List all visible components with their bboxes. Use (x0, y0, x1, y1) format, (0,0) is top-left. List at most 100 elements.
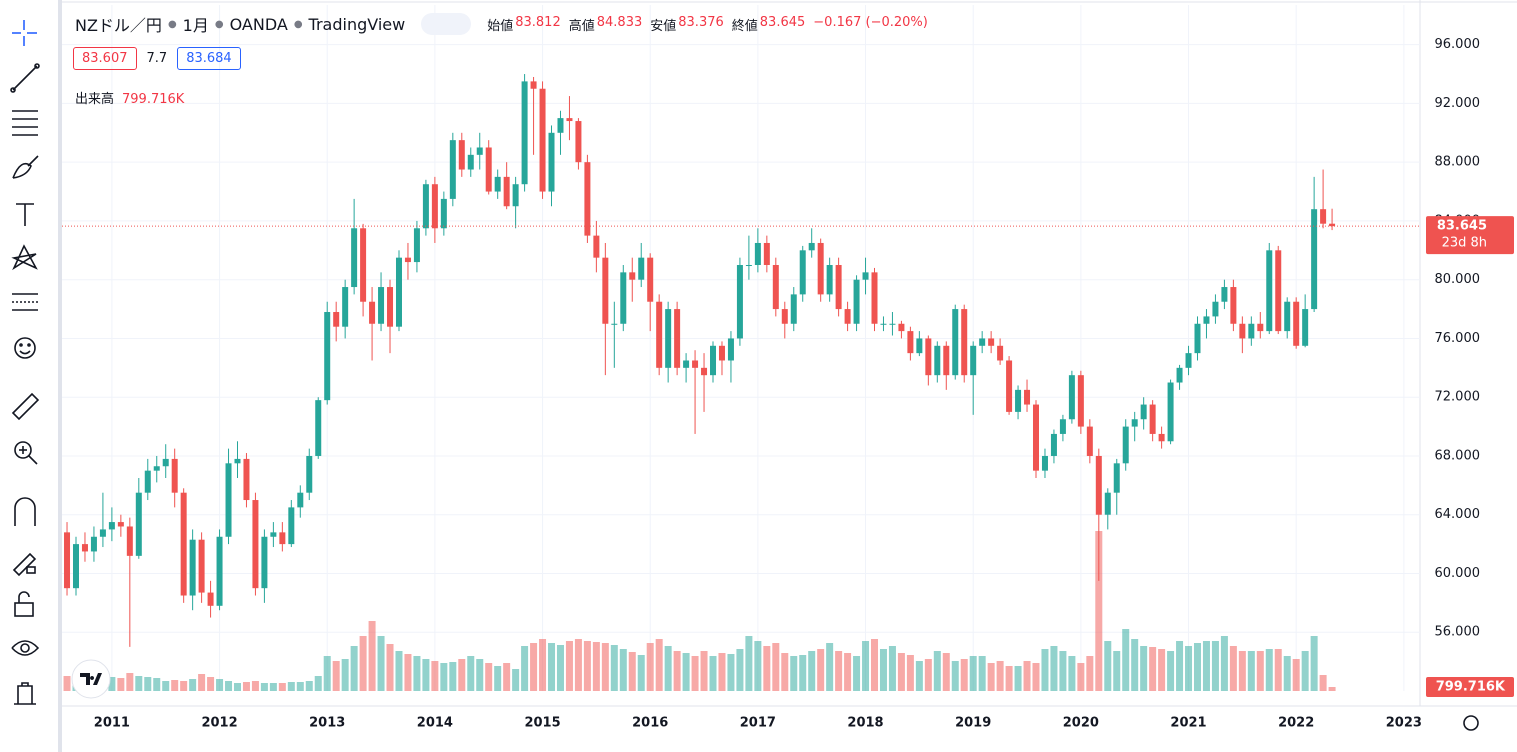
x-tick-label: 2011 (94, 716, 130, 731)
volume-bar (817, 649, 825, 691)
candle-body (413, 228, 420, 263)
candle-body (144, 470, 151, 493)
candle-body (692, 360, 699, 368)
candle-body (602, 257, 609, 324)
candle-body (674, 309, 681, 368)
volume-bar (1032, 663, 1040, 691)
volume-bar (700, 651, 708, 691)
candle-body (799, 250, 806, 295)
volume-bar (1140, 646, 1148, 691)
candle-body (431, 184, 438, 229)
volume-bar (260, 683, 268, 691)
x-tick-label: 2019 (955, 716, 991, 731)
candle-body (988, 338, 995, 346)
volume-bar (162, 681, 170, 691)
volume-bar (278, 683, 286, 691)
candle-body (647, 257, 654, 302)
volume-bar (485, 663, 493, 691)
candle-body (1275, 250, 1282, 332)
y-tick-label: 96.000 (1435, 37, 1481, 52)
volume-bar (458, 659, 466, 691)
ask[interactable]: 83.684 (177, 47, 241, 70)
volume-value: 799.716K (122, 92, 185, 107)
candle-body (907, 331, 914, 354)
volume-bar (799, 655, 807, 691)
candle-body (790, 294, 797, 324)
volume-bar (1176, 641, 1184, 691)
volume-bar (1211, 641, 1219, 691)
candle-body (1221, 287, 1228, 302)
candle-body (889, 323, 896, 325)
candle-body (1024, 389, 1031, 405)
volume-bar (449, 662, 457, 691)
volume-bar (242, 682, 250, 691)
volume-bar (1131, 639, 1139, 691)
volume-bar (1328, 687, 1336, 691)
candle-body (898, 323, 905, 332)
candle-body (243, 458, 250, 501)
candle-body (835, 265, 842, 310)
volume-bar (1283, 656, 1291, 691)
volume-bar (341, 659, 349, 691)
symbol: NZドル／円 (75, 16, 162, 35)
ohlc-legend: 始値 83.812 高値 84.833 安値 83.376 終値 83.645 −0.1… (487, 15, 934, 34)
candle-body (745, 265, 752, 267)
candle-body (1176, 367, 1183, 383)
volume-bar (1256, 651, 1264, 691)
volume-bar (628, 652, 636, 691)
candle-body (1257, 323, 1264, 332)
volume-bar (386, 644, 394, 691)
candle-body (584, 162, 591, 236)
candle-body (575, 121, 582, 163)
toggle-pill[interactable] (421, 13, 472, 35)
volume-bar (601, 643, 609, 691)
volume-bar (359, 636, 367, 691)
volume-bar (1068, 656, 1076, 691)
close-value: 83.645 (759, 14, 806, 30)
volume-bar (126, 673, 134, 691)
x-tick-label: 2023 (1386, 716, 1422, 731)
volume-bar (556, 645, 564, 691)
interval[interactable]: 1月 (182, 16, 209, 35)
settings-icon[interactable] (1463, 715, 1479, 731)
volume-bar (539, 639, 547, 691)
volume-bar (1158, 649, 1166, 691)
x-tick-label: 2016 (632, 716, 668, 731)
volume-bar (664, 646, 672, 691)
candle-body (1140, 404, 1147, 420)
candle-body (261, 536, 268, 589)
bid[interactable]: 83.607 (73, 47, 137, 70)
volume-bar (871, 639, 879, 691)
volume-bar (826, 643, 834, 691)
candle-body (826, 265, 833, 295)
volume-bar (1086, 656, 1094, 691)
candle-body (171, 458, 178, 493)
candle-body (1284, 301, 1291, 332)
candle-body (387, 287, 394, 327)
volume-bar (269, 683, 277, 691)
volume-bar (1104, 641, 1112, 691)
volume-bar (251, 681, 259, 691)
candle-body (306, 455, 313, 493)
volume-bar (521, 646, 529, 691)
x-tick-label: 2013 (309, 716, 345, 731)
candle-body (162, 458, 169, 467)
x-tick-label: 2014 (417, 716, 453, 731)
volume-bar (63, 676, 71, 691)
volume-bar (1319, 675, 1327, 691)
volume-bar (1050, 646, 1058, 691)
candle-body (1131, 419, 1138, 427)
volume-bar (1265, 649, 1273, 691)
volume-bar (117, 678, 125, 691)
candle-body (440, 198, 447, 229)
candle-body (225, 463, 232, 537)
candle-body (629, 272, 636, 280)
trade-row: 83.607 7.7 83.684 (73, 47, 241, 70)
x-tick-label: 2020 (1063, 716, 1099, 731)
candle-body (1311, 209, 1318, 310)
volume-bar (198, 674, 206, 691)
open-value: 83.812 (515, 14, 561, 30)
candle-body (1006, 360, 1013, 412)
candle-body (117, 522, 124, 527)
candle-body (1167, 382, 1174, 442)
